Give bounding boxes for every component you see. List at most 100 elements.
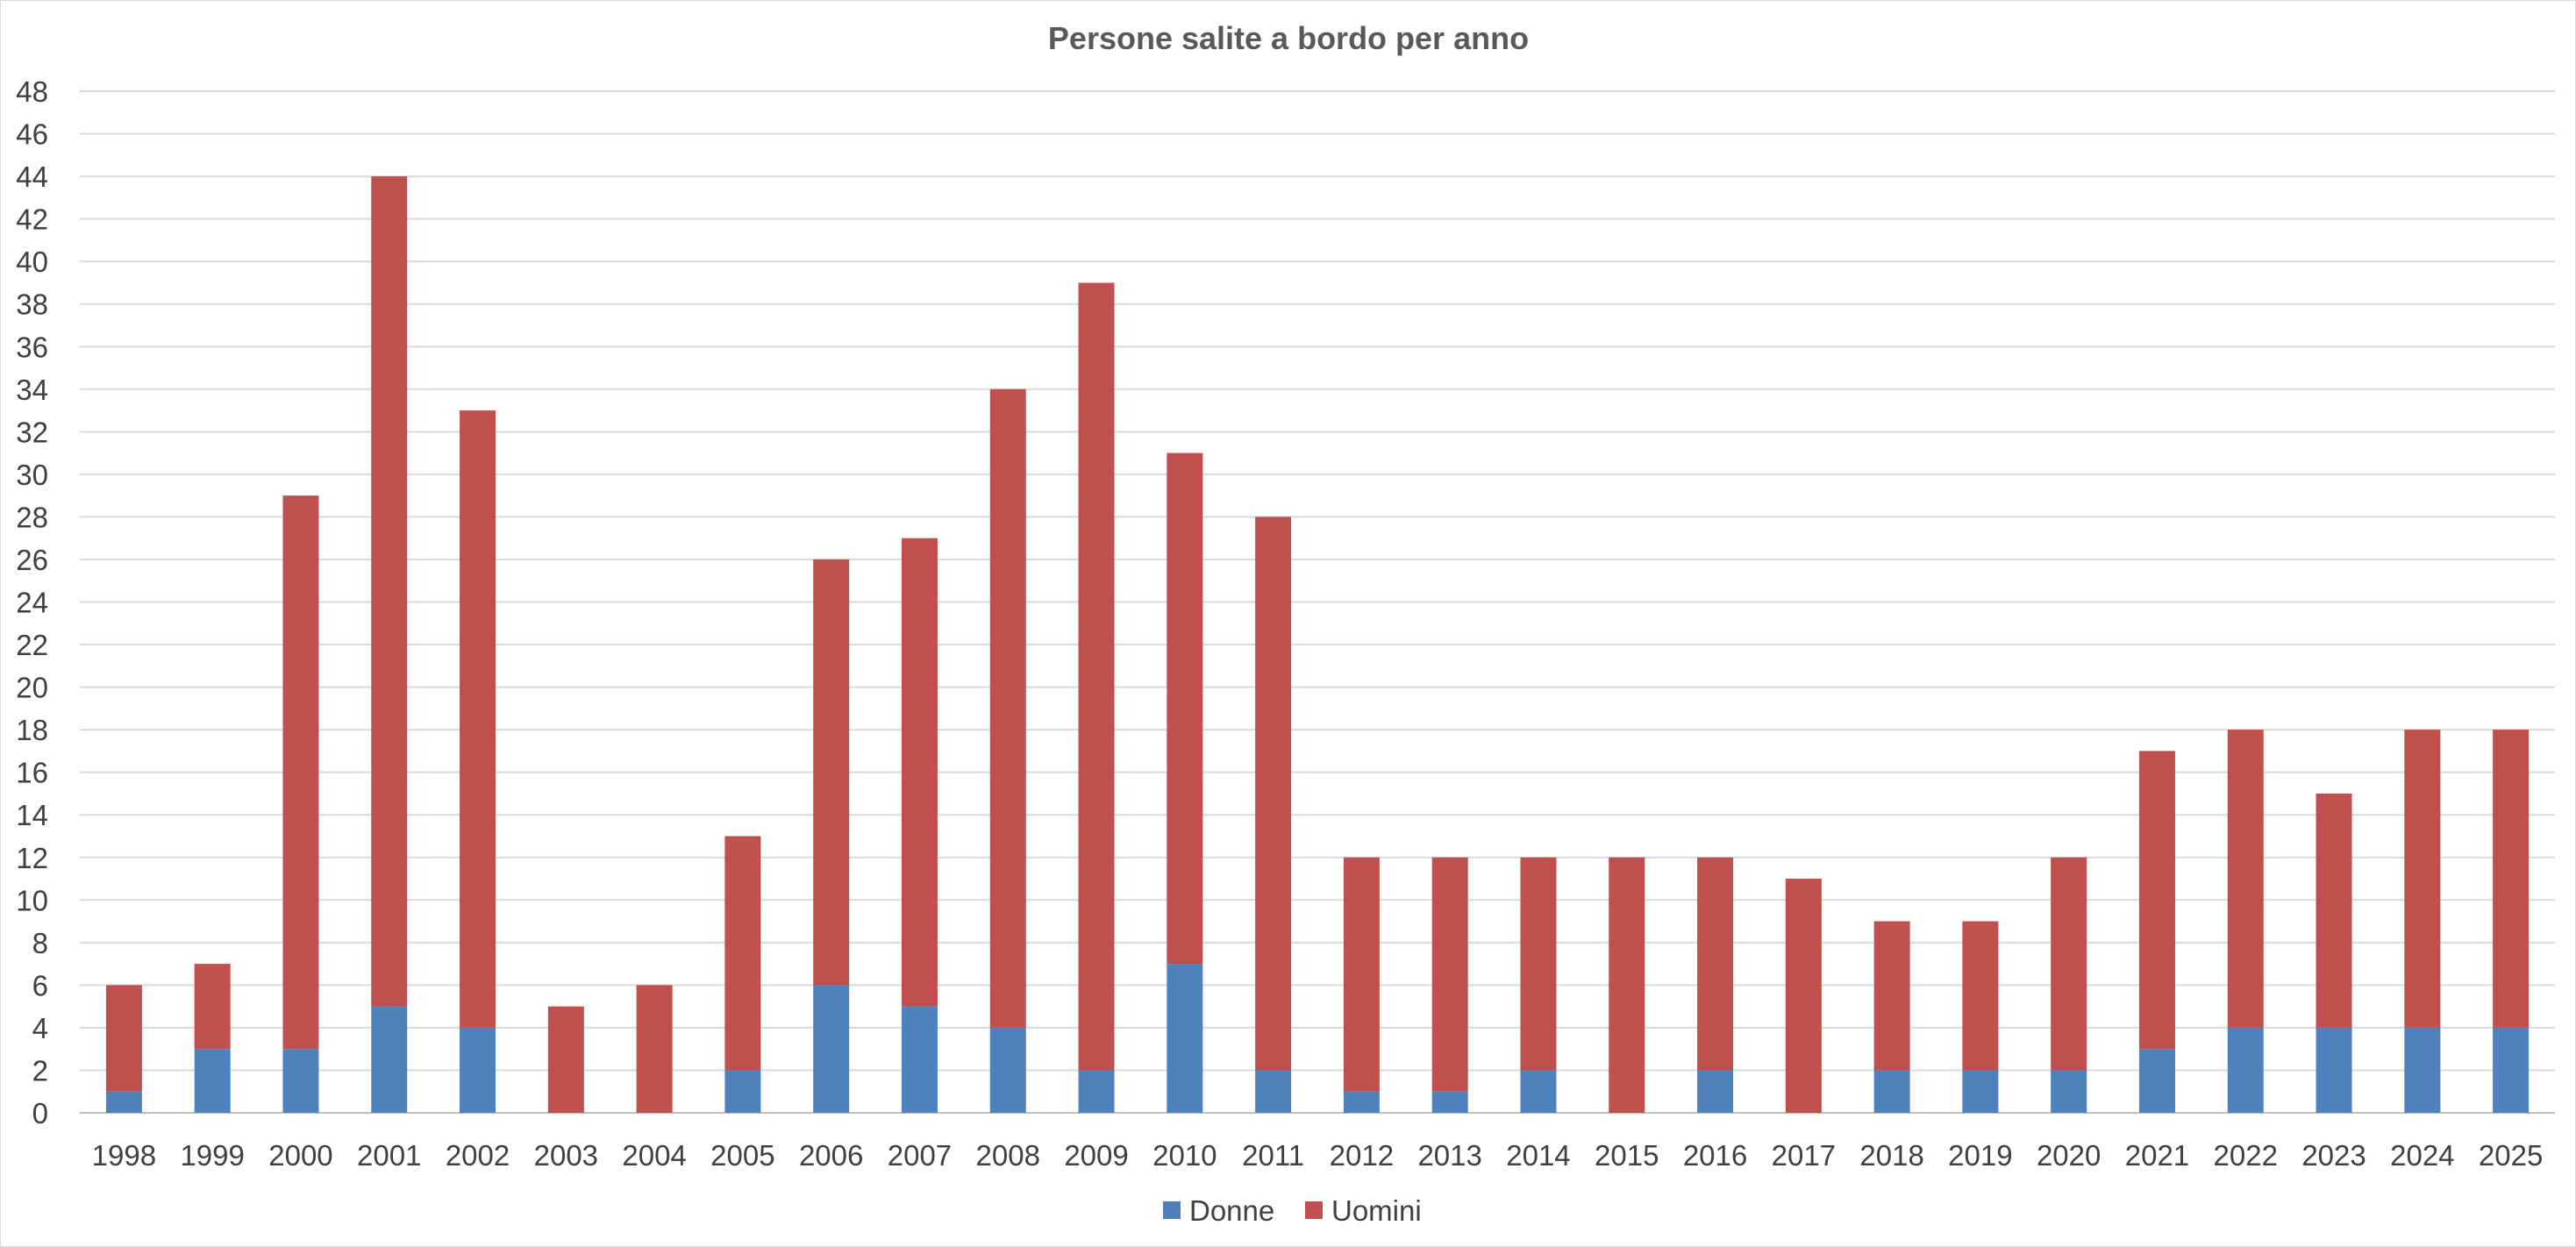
x-tick-label: 2025	[2479, 1139, 2543, 1172]
y-tick-label: 6	[32, 969, 48, 1001]
bar-uomini-2020	[2051, 857, 2087, 1071]
x-tick-label: 2000	[268, 1139, 332, 1172]
y-tick-label: 30	[16, 459, 48, 491]
y-tick-label: 10	[16, 884, 48, 916]
bar-donne-2007	[901, 1006, 938, 1113]
bar-uomini-2025	[2493, 730, 2530, 1028]
bar-uomini-2013	[1431, 857, 1468, 1092]
bar-donne-2023	[2316, 1027, 2352, 1113]
bar-donne-1999	[194, 1049, 231, 1113]
bar-uomini-2008	[989, 388, 1026, 1028]
bar-uomini-2019	[1962, 921, 1999, 1071]
x-tick-label: 2005	[710, 1139, 774, 1172]
bar-donne-2021	[2138, 1049, 2175, 1113]
x-tick-label: 2008	[976, 1139, 1040, 1172]
y-tick-label: 32	[16, 416, 48, 448]
bar-uomini-2005	[724, 836, 761, 1071]
x-tick-label: 1998	[92, 1139, 156, 1172]
x-tick-label: 2023	[2301, 1139, 2365, 1172]
y-tick-label: 26	[16, 544, 48, 576]
x-tick-label: 2003	[534, 1139, 598, 1172]
y-tick-label: 12	[16, 842, 48, 874]
bar-uomini-2000	[282, 495, 319, 1050]
x-tick-label: 2011	[1242, 1139, 1304, 1172]
y-tick-label: 44	[16, 160, 48, 193]
y-tick-label: 8	[32, 927, 48, 959]
legend-label-donne: Donne	[1189, 1194, 1274, 1227]
bar-uomini-2021	[2138, 751, 2175, 1050]
x-tick-label: 2024	[2390, 1139, 2454, 1172]
bar-uomini-2001	[371, 176, 408, 1007]
bar-donne-2019	[1962, 1070, 1999, 1113]
bar-uomini-2015	[1609, 857, 1645, 1113]
bar-donne-2011	[1255, 1070, 1292, 1113]
x-tick-label: 1999	[180, 1139, 244, 1172]
x-tick-label: 2022	[2214, 1139, 2278, 1172]
x-tick-label: 2017	[1772, 1139, 1836, 1172]
y-tick-label: 24	[16, 587, 48, 619]
bar-donne-2025	[2493, 1027, 2530, 1113]
bar-donne-2010	[1167, 964, 1203, 1113]
bar-donne-2020	[2051, 1070, 2087, 1113]
x-tick-label: 2020	[2037, 1139, 2101, 1172]
x-tick-label: 2001	[357, 1139, 421, 1172]
chart-title: Persone salite a bordo per anno	[1048, 20, 1529, 56]
x-tick-label: 2007	[888, 1139, 952, 1172]
x-tick-label: 2019	[1948, 1139, 2012, 1172]
bar-donne-2022	[2227, 1027, 2264, 1113]
bar-uomini-2003	[547, 1006, 584, 1113]
bars	[105, 176, 2530, 1113]
bar-donne-2009	[1078, 1070, 1115, 1113]
bar-donne-2014	[1520, 1070, 1557, 1113]
bar-uomini-2016	[1697, 857, 1734, 1071]
bar-uomini-2009	[1078, 282, 1115, 1071]
bar-donne-2008	[989, 1027, 1026, 1113]
bar-uomini-2004	[636, 985, 673, 1113]
bar-uomini-2023	[2316, 793, 2352, 1028]
y-tick-label: 4	[32, 1012, 48, 1044]
y-tick-label: 2	[32, 1054, 48, 1087]
y-tick-label: 28	[16, 501, 48, 533]
x-tick-label: 2009	[1064, 1139, 1128, 1172]
bar-uomini-2024	[2404, 730, 2441, 1028]
x-tick-label: 2013	[1417, 1139, 1481, 1172]
y-tick-label: 0	[32, 1097, 48, 1129]
bar-uomini-2012	[1343, 857, 1380, 1092]
x-tick-label: 2002	[446, 1139, 510, 1172]
legend-swatch-donne	[1163, 1201, 1181, 1219]
bar-donne-2000	[282, 1049, 319, 1113]
y-tick-label: 18	[16, 714, 48, 746]
y-tick-label: 36	[16, 331, 48, 363]
x-tick-label: 2006	[799, 1139, 863, 1172]
x-axis-ticks: 1998 1999 2000 2001 2002 2003 2004 2005 2006 2007…	[92, 1139, 2544, 1172]
y-axis-ticks: 0246810121416182022242628303234363840424…	[16, 75, 48, 1129]
y-tick-label: 42	[16, 203, 48, 236]
y-tick-label: 40	[16, 246, 48, 278]
x-tick-label: 2016	[1683, 1139, 1747, 1172]
legend-label-uomini: Uomini	[1331, 1194, 1422, 1227]
bar-uomini-2002	[460, 410, 496, 1028]
bar-donne-2013	[1431, 1091, 1468, 1113]
bar-uomini-2007	[901, 538, 938, 1007]
x-tick-label: 2010	[1152, 1139, 1217, 1172]
y-tick-label: 38	[16, 289, 48, 321]
y-tick-label: 46	[16, 118, 48, 151]
bar-donne-2006	[813, 985, 850, 1113]
bar-uomini-2014	[1520, 857, 1557, 1071]
x-tick-label: 2004	[622, 1139, 686, 1172]
gridlines	[80, 90, 2555, 1114]
y-tick-label: 34	[16, 374, 48, 406]
bar-donne-2001	[371, 1006, 408, 1113]
bar-uomini-2022	[2227, 730, 2264, 1028]
bar-donne-2005	[724, 1070, 761, 1113]
bar-donne-1998	[105, 1091, 142, 1113]
bar-uomini-2011	[1255, 517, 1292, 1071]
bar-uomini-2006	[813, 559, 850, 986]
bar-uomini-2017	[1785, 879, 1822, 1113]
x-tick-label: 2015	[1595, 1139, 1659, 1172]
legend: Donne Uomini	[1163, 1194, 1422, 1227]
bar-uomini-1998	[105, 985, 142, 1092]
x-tick-label: 2021	[2125, 1139, 2189, 1172]
y-tick-label: 20	[16, 672, 48, 704]
